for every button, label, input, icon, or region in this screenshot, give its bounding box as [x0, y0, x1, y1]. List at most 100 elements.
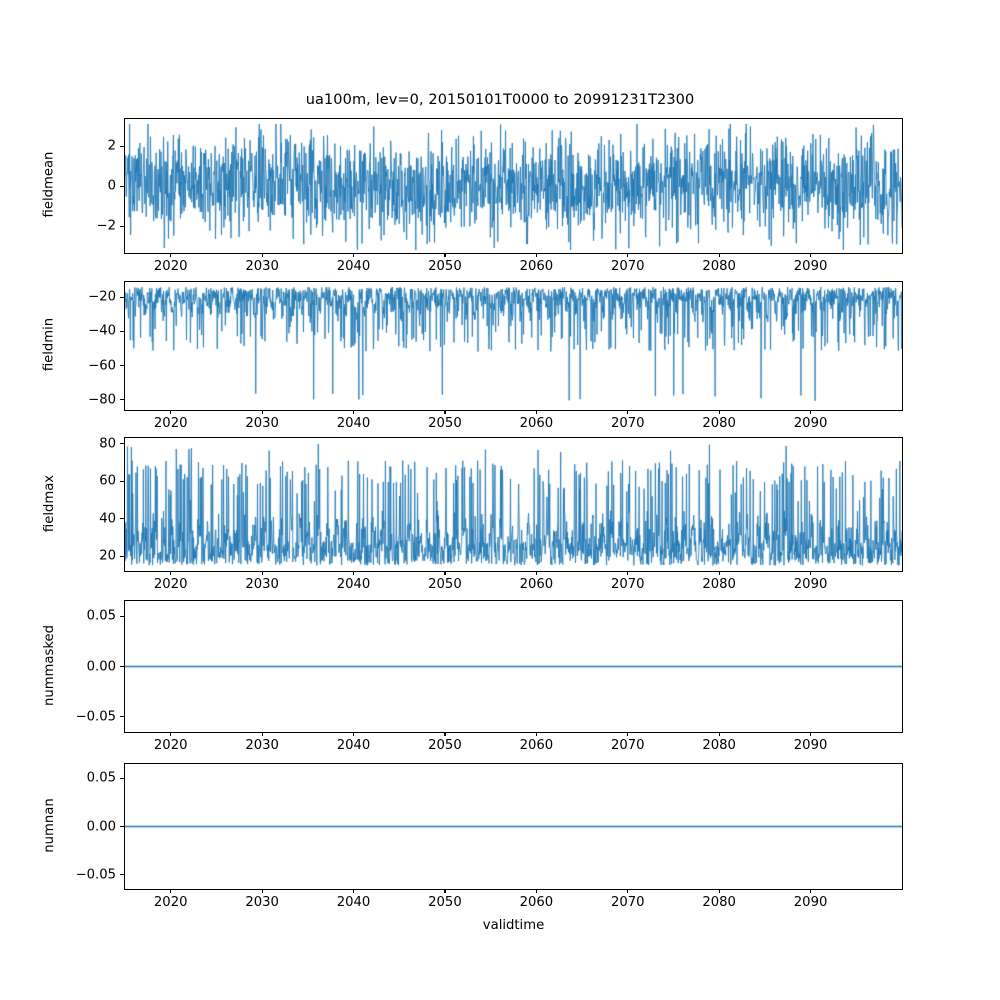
xtick-mark — [718, 571, 720, 575]
xtick-mark — [261, 410, 263, 414]
xtick-mark — [627, 571, 629, 575]
ytick-mark — [120, 777, 124, 780]
xtick-label: 2080 — [702, 416, 736, 431]
ytick-mark — [120, 716, 124, 718]
xtick-mark — [535, 410, 537, 414]
xtick-mark — [627, 732, 629, 736]
xtick-label: 2060 — [519, 738, 554, 753]
ylabel-fieldmax: fieldmax — [41, 474, 57, 532]
ylabel-nummasked: nummasked — [41, 624, 57, 706]
xtick-label: 2080 — [702, 895, 736, 910]
xtick-label: 2090 — [793, 577, 828, 592]
xtick-mark — [444, 889, 446, 893]
xtick-mark — [353, 732, 355, 736]
xtick-label: 2020 — [153, 577, 188, 592]
ylabel-fieldmean: fieldmean — [41, 151, 57, 218]
subplot-fieldmean — [124, 118, 903, 254]
xtick-label: 2030 — [245, 259, 279, 274]
ytick-label: 0.00 — [86, 819, 116, 834]
ytick-mark — [120, 330, 124, 333]
xtick-mark — [627, 410, 629, 414]
xtick-mark — [718, 253, 720, 257]
ytick-mark — [120, 185, 124, 187]
xtick-mark — [261, 732, 263, 736]
xtick-mark — [353, 571, 355, 575]
xtick-label: 2020 — [153, 738, 188, 753]
xtick-mark — [718, 732, 720, 736]
xtick-label: 2090 — [793, 895, 828, 910]
figure-title: ua100m, lev=0, 20150101T0000 to 20991231… — [305, 92, 695, 108]
xtick-label: 2020 — [153, 259, 188, 274]
xtick-label: 2030 — [245, 895, 279, 910]
ytick-mark — [120, 480, 124, 482]
xtick-label: 2050 — [428, 895, 462, 910]
xtick-label: 2030 — [245, 416, 279, 431]
xtick-mark — [535, 732, 537, 736]
xtick-mark — [170, 253, 172, 257]
xtick-label: 2080 — [702, 738, 736, 753]
xtick-label: 2040 — [336, 577, 371, 592]
subplot-fieldmin — [124, 281, 903, 411]
ytick-label: 60 — [99, 473, 116, 489]
xtick-mark — [353, 889, 355, 893]
ytick-mark — [120, 443, 124, 445]
xtick-mark — [718, 889, 720, 893]
xtick-label: 2060 — [519, 577, 554, 592]
xtick-label: 2080 — [702, 259, 736, 274]
xtick-mark — [627, 889, 629, 893]
plot-line-numnan — [125, 764, 902, 889]
ytick-mark — [120, 365, 124, 367]
xtick-mark — [444, 571, 446, 575]
xtick-label: 2070 — [610, 577, 645, 592]
ytick-label: 0.00 — [86, 659, 116, 674]
xtick-mark — [535, 889, 537, 893]
subplot-fieldmax — [124, 437, 903, 572]
xtick-mark — [353, 410, 355, 414]
xtick-mark — [535, 253, 537, 257]
xtick-mark — [627, 253, 629, 257]
xtick-label: 2090 — [793, 738, 828, 753]
xtick-mark — [810, 410, 812, 414]
xtick-label: 2020 — [153, 416, 188, 431]
ytick-label: −80 — [88, 392, 116, 408]
xtick-mark — [810, 253, 812, 257]
xtick-label: 2090 — [793, 259, 828, 274]
ytick-label: 0.05 — [86, 770, 116, 786]
subplot-nummasked — [124, 600, 903, 733]
xtick-mark — [444, 410, 446, 414]
xtick-label: 2050 — [428, 259, 462, 274]
xtick-mark — [718, 410, 720, 414]
ytick-label: 0 — [107, 178, 116, 194]
ytick-label: −0.05 — [75, 867, 116, 883]
xtick-mark — [170, 889, 172, 893]
plot-line-fieldmin — [125, 282, 902, 410]
xtick-mark — [261, 571, 263, 575]
ytick-label: 0.05 — [86, 608, 116, 624]
plot-line-fieldmax — [125, 438, 902, 571]
ytick-label: 80 — [99, 436, 116, 452]
xtick-mark — [810, 571, 812, 575]
ytick-mark — [120, 874, 124, 876]
xtick-mark — [353, 253, 355, 257]
subplot-numnan — [124, 763, 903, 890]
plot-line-nummasked — [125, 601, 902, 732]
xtick-mark — [261, 889, 263, 893]
ytick-label: 2 — [107, 138, 116, 154]
xtick-mark — [535, 571, 537, 575]
ytick-label: 20 — [99, 548, 116, 564]
xtick-label: 2080 — [702, 577, 736, 592]
xtick-mark — [810, 732, 812, 736]
ytick-mark — [120, 555, 124, 557]
xtick-label: 2090 — [793, 416, 828, 431]
ytick-mark — [120, 826, 124, 828]
ytick-label: −0.05 — [75, 709, 116, 725]
ytick-label: −2 — [96, 218, 116, 234]
ytick-mark — [120, 399, 124, 401]
xtick-mark — [170, 410, 172, 414]
xtick-label: 2050 — [428, 577, 462, 592]
xtick-label: 2070 — [610, 259, 645, 274]
ylabel-fieldmin: fieldmin — [41, 317, 57, 372]
xtick-label: 2020 — [153, 895, 188, 910]
xtick-mark — [444, 253, 446, 257]
